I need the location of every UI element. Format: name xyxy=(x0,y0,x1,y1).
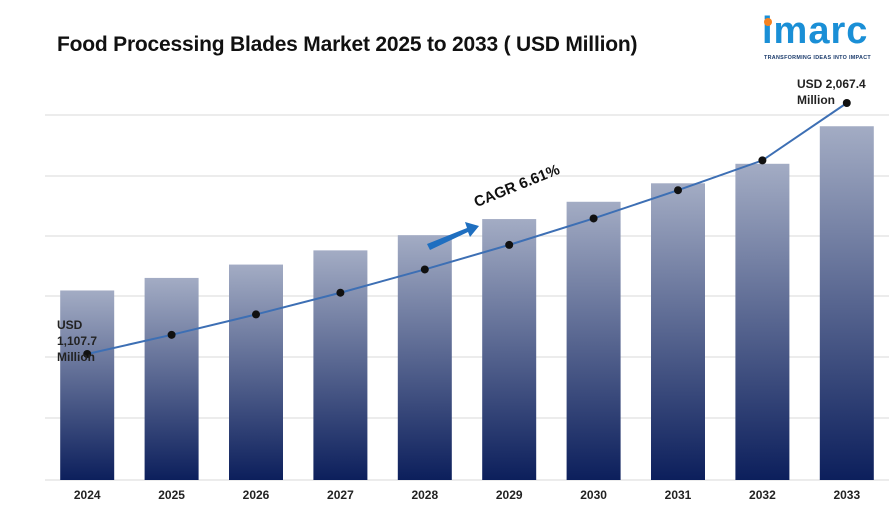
bar-2025 xyxy=(144,277,199,480)
trend-point-2027 xyxy=(336,288,345,297)
end-annotation-line1: USD 2,067.4 xyxy=(797,77,866,91)
start-value-annotation: USD 1,107.7 Million xyxy=(57,317,97,365)
x-tick-label: 2026 xyxy=(243,488,270,502)
bar-2024 xyxy=(60,290,115,480)
x-tick-label: 2025 xyxy=(158,488,185,502)
bar-2026 xyxy=(229,264,283,480)
trend-point-2032 xyxy=(758,156,767,165)
bar-2028 xyxy=(397,235,452,480)
x-tick-label: 2031 xyxy=(665,488,692,502)
trend-point-2030 xyxy=(589,214,598,223)
bar-2032 xyxy=(735,163,790,480)
cagr-arrow-icon xyxy=(427,222,479,250)
x-tick-label: 2032 xyxy=(749,488,776,502)
trend-point-2025 xyxy=(167,330,176,339)
trend-point-2031 xyxy=(674,186,682,195)
bar-2029 xyxy=(482,219,537,481)
trend-point-2026 xyxy=(252,310,260,319)
bar-2030 xyxy=(566,201,621,481)
start-annotation-line3: Million xyxy=(57,350,95,364)
logo-dot-icon xyxy=(764,18,772,26)
start-annotation-line1: USD xyxy=(57,318,83,332)
end-annotation-line2: Million xyxy=(797,93,835,107)
trend-point-2028 xyxy=(420,265,429,274)
imarc-logo: imarc TRANSFORMING IDEAS INTO IMPACT xyxy=(762,8,877,68)
bar-2033 xyxy=(819,126,874,481)
x-tick-label: 2030 xyxy=(580,488,607,502)
x-tick-label: 2033 xyxy=(833,488,860,502)
trend-point-2029 xyxy=(505,240,514,249)
bar-2027 xyxy=(313,250,368,480)
end-value-annotation: USD 2,067.4 Million xyxy=(797,76,866,108)
x-tick-label: 2024 xyxy=(74,488,101,502)
x-tick-label: 2029 xyxy=(496,488,523,502)
x-tick-label: 2028 xyxy=(411,488,438,502)
logo-wordmark: imarc xyxy=(762,10,869,52)
logo-tagline: TRANSFORMING IDEAS INTO IMPACT xyxy=(764,55,872,61)
bar-2031 xyxy=(651,183,705,480)
x-tick-label: 2027 xyxy=(327,488,354,502)
start-annotation-line2: 1,107.7 xyxy=(57,334,98,348)
chart-title: Food Processing Blades Market 2025 to 20… xyxy=(57,33,638,56)
trend-point-2024 xyxy=(83,350,92,358)
trend-line xyxy=(86,102,848,355)
trend-point-2033 xyxy=(842,99,851,107)
